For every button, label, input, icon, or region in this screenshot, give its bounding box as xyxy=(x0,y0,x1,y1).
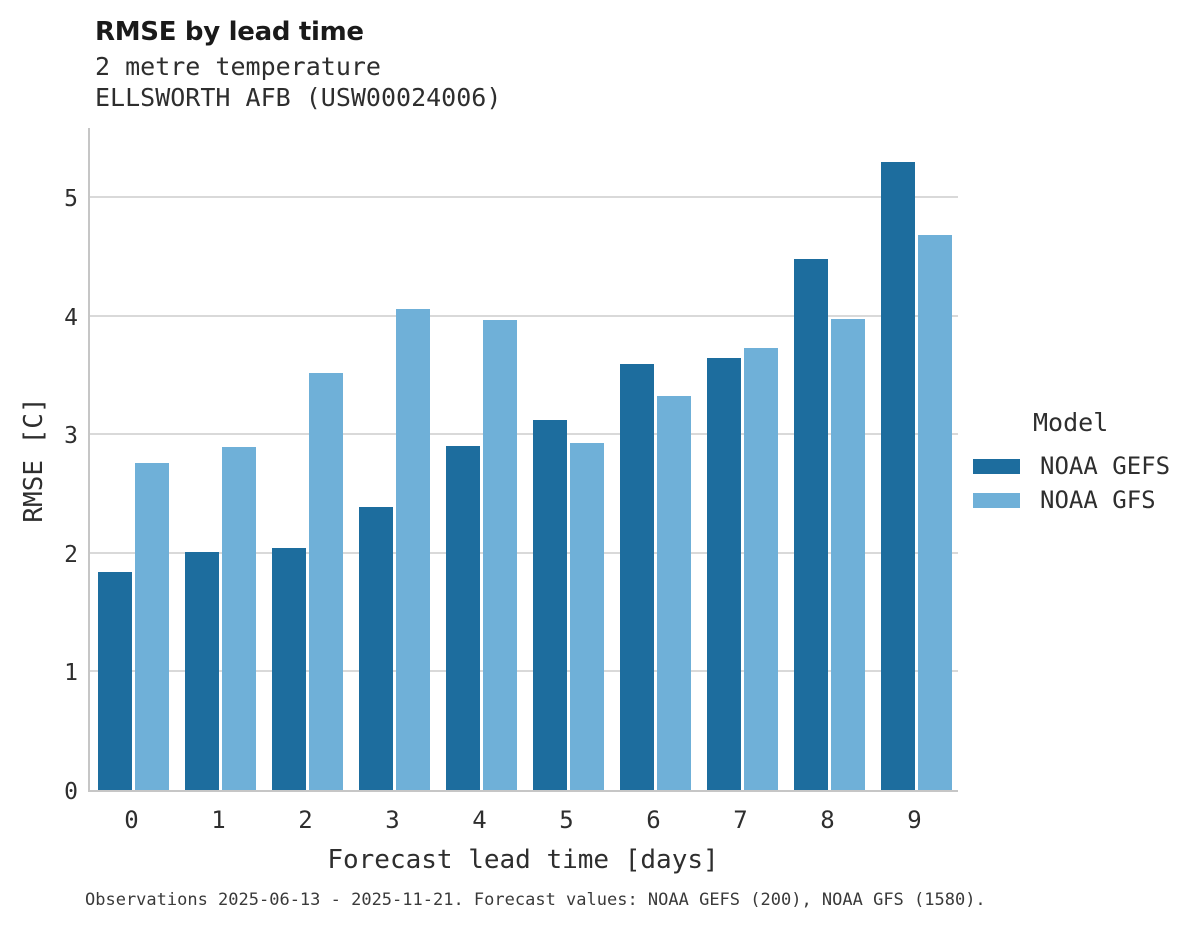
y-tick-label-3: 3 xyxy=(64,423,78,450)
bar-group-day-8 xyxy=(786,128,873,790)
x-axis-label: Forecast lead time [days] xyxy=(327,845,719,875)
bar-group-day-6 xyxy=(612,128,699,790)
x-tick-label-1: 1 xyxy=(211,806,226,834)
bar-noaa-gefs-day-6 xyxy=(620,364,654,790)
bar-noaa-gefs-day-7 xyxy=(707,358,741,790)
x-tick-label-4: 4 xyxy=(472,806,487,834)
bar-noaa-gefs-day-5 xyxy=(533,420,567,790)
bar-group-day-4 xyxy=(438,128,525,790)
bar-group-day-9 xyxy=(873,128,960,790)
caption: Observations 2025-06-13 - 2025-11-21. Fo… xyxy=(85,890,986,910)
x-tick-label-7: 7 xyxy=(733,806,748,834)
x-tick-label-3: 3 xyxy=(385,806,400,834)
bar-group-day-0 xyxy=(90,128,177,790)
legend-entry-noaa-gfs: NOAA GFS xyxy=(973,483,1188,517)
legend-label: NOAA GEFS xyxy=(1040,452,1171,480)
y-tick-label-4: 4 xyxy=(64,304,78,331)
bar-noaa-gfs-day-9 xyxy=(918,235,952,790)
bar-noaa-gefs-day-2 xyxy=(272,548,306,790)
legend-swatch-icon xyxy=(973,458,1020,474)
y-tick-label-2: 2 xyxy=(64,541,78,568)
x-tick-label-2: 2 xyxy=(298,806,313,834)
gridline-y-3 xyxy=(90,433,958,436)
bar-group-day-3 xyxy=(351,128,438,790)
legend-entries: NOAA GEFS NOAA GFS xyxy=(973,449,1188,517)
y-tick-label-5: 5 xyxy=(64,186,78,213)
legend-label: NOAA GFS xyxy=(1040,486,1156,514)
bar-noaa-gfs-day-5 xyxy=(570,442,604,790)
gridline-y-5 xyxy=(90,196,958,199)
bar-noaa-gfs-day-4 xyxy=(483,320,517,790)
legend-title: Model xyxy=(1033,408,1109,437)
x-tick-label-6: 6 xyxy=(646,806,661,834)
bar-noaa-gfs-day-2 xyxy=(309,372,343,790)
bar-group-day-5 xyxy=(525,128,612,790)
bar-noaa-gefs-day-1 xyxy=(185,551,219,790)
gridline-y-2 xyxy=(90,551,958,554)
bar-group-day-2 xyxy=(264,128,351,790)
bar-noaa-gfs-day-0 xyxy=(135,462,169,790)
legend-swatch-icon xyxy=(973,492,1020,508)
bar-noaa-gfs-day-7 xyxy=(744,347,778,790)
x-tick-label-0: 0 xyxy=(124,806,139,834)
bar-noaa-gefs-day-0 xyxy=(98,571,132,790)
x-tick-label-8: 8 xyxy=(820,806,835,834)
y-axis-ticks: 0 1 2 3 4 5 xyxy=(30,128,78,805)
plot-area xyxy=(88,128,958,792)
legend: Model NOAA GEFS NOAA GFS xyxy=(973,408,1188,517)
bar-noaa-gefs-day-4 xyxy=(446,446,480,790)
bar-noaa-gfs-day-8 xyxy=(831,319,865,790)
y-tick-label-1: 1 xyxy=(64,660,78,687)
bar-noaa-gfs-day-6 xyxy=(657,396,691,790)
bar-noaa-gfs-day-1 xyxy=(222,447,256,790)
bar-noaa-gefs-day-9 xyxy=(881,161,915,790)
y-tick-label-0: 0 xyxy=(64,779,78,805)
gridline-y-1 xyxy=(90,670,958,673)
bar-noaa-gefs-day-8 xyxy=(794,258,828,790)
x-axis-ticks: 0 1 2 3 4 5 6 7 8 9 xyxy=(88,806,958,836)
gridline-y-4 xyxy=(90,314,958,317)
bar-noaa-gefs-day-3 xyxy=(359,506,393,790)
x-tick-label-9: 9 xyxy=(907,806,922,834)
bar-group-day-7 xyxy=(699,128,786,790)
bar-group-day-1 xyxy=(177,128,264,790)
x-tick-label-5: 5 xyxy=(559,806,574,834)
chart-subtitle-station: ELLSWORTH AFB (USW00024006) xyxy=(95,83,502,112)
bar-noaa-gfs-day-3 xyxy=(396,308,430,790)
legend-entry-noaa-gefs: NOAA GEFS xyxy=(973,449,1188,483)
chart-subtitle-variable: 2 metre temperature xyxy=(95,52,381,81)
chart-title: RMSE by lead time xyxy=(95,17,364,47)
